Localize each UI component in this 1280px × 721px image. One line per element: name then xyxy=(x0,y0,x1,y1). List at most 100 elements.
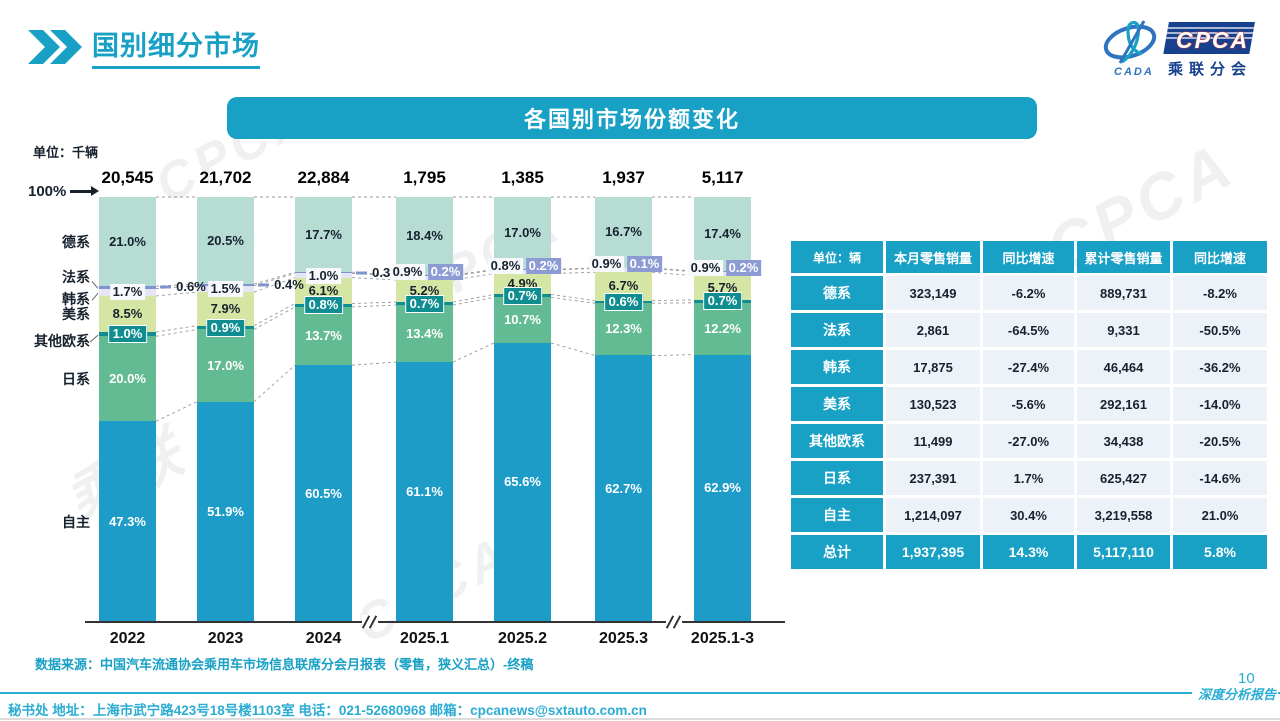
segment-label-qitaouxi: 0.8% xyxy=(303,296,344,315)
cell-zizhu-3: 21.0% xyxy=(1173,498,1267,532)
bar-2025.2 xyxy=(494,197,551,622)
total-cell-0: 1,937,395 xyxy=(886,535,980,569)
cell-zizhu-1: 30.4% xyxy=(983,498,1074,532)
segment-label-zizhu: 60.5% xyxy=(305,485,342,501)
table-corner-unit: 单位：辆 xyxy=(791,241,883,273)
segment-hanxi xyxy=(694,271,751,276)
segment-faxi xyxy=(694,270,751,272)
axis-100-label: 100% xyxy=(28,183,100,200)
category-label-rixi: 日系 xyxy=(62,370,90,387)
segment-label-rixi: 20.0% xyxy=(109,370,146,386)
segment-zizhu xyxy=(295,365,352,622)
bar-total-label: 22,884 xyxy=(297,168,350,187)
footer-rule xyxy=(0,692,1192,694)
segment-label-faxi: 0.3% xyxy=(372,264,402,280)
segment-label-rixi: 12.2% xyxy=(704,320,741,336)
segment-rixi xyxy=(396,305,453,363)
total-row-header: 总计 xyxy=(791,535,883,569)
segment-label-qitaouxi: 1.0% xyxy=(107,325,148,344)
segment-label-zizhu: 62.9% xyxy=(704,480,741,496)
x-axis-label: 2025.1 xyxy=(400,630,449,647)
total-cell-1: 14.3% xyxy=(983,535,1074,569)
bar-total-label: 1,385 xyxy=(501,168,544,187)
segment-qitaouxi xyxy=(494,294,551,298)
cell-hanxi-3: -36.2% xyxy=(1173,350,1267,384)
segment-qitaouxi xyxy=(99,331,156,337)
cell-faxi-0: 2,861 xyxy=(886,313,980,347)
bar-total-label: 1,937 xyxy=(602,168,645,187)
segment-label-rixi: 13.7% xyxy=(305,328,342,344)
column-header-1: 同比增速 xyxy=(983,241,1074,273)
cpca-watermark: CPCA xyxy=(346,525,522,655)
axis-break-icon xyxy=(665,615,682,629)
cell-meixi-0: 130,523 xyxy=(886,387,980,421)
axis-break-icon xyxy=(361,615,378,629)
segment-label-qitaouxi: 0.6% xyxy=(603,292,644,311)
footer-contact: 秘书处 地址：上海市武宁路423号18号楼1103室 电话：021-526809… xyxy=(8,703,647,718)
x-axis-label: 2024 xyxy=(305,630,342,647)
segment-label-dexi: 17.0% xyxy=(504,225,541,241)
total-cell-3: 5.8% xyxy=(1173,535,1267,569)
segment-zizhu xyxy=(494,342,551,622)
segment-zizhu xyxy=(595,355,652,622)
cell-rixi-2: 625,427 xyxy=(1077,461,1170,495)
segment-label-qitaouxi: 0.7% xyxy=(702,292,743,311)
segment-meixi xyxy=(494,273,551,295)
segment-label-meixi: 5.7% xyxy=(707,279,738,295)
segment-label-zizhu: 61.1% xyxy=(406,484,443,500)
segment-faxi xyxy=(396,275,453,277)
segment-meixi xyxy=(396,279,453,303)
segment-meixi xyxy=(197,292,254,326)
cell-qitaouxi-3: -20.5% xyxy=(1173,424,1267,458)
segment-label-meixi: 4.9% xyxy=(507,275,538,291)
cpca-swoosh-icon xyxy=(1103,20,1157,64)
cell-qitaouxi-0: 11,499 xyxy=(886,424,980,458)
segment-hanxi xyxy=(396,276,453,280)
cell-meixi-3: -14.0% xyxy=(1173,387,1267,421)
x-axis-label: 2025.3 xyxy=(599,630,648,647)
cell-faxi-2: 9,331 xyxy=(1077,313,1170,347)
segment-label-hanxi: 1.5% xyxy=(207,280,244,297)
double-chevron-icon xyxy=(28,29,82,64)
x-axis-line xyxy=(85,621,785,623)
segment-faxi xyxy=(494,269,551,271)
segment-qitaouxi xyxy=(595,300,652,304)
segment-hanxi xyxy=(494,270,551,274)
bar-total-label: 20,545 xyxy=(101,168,154,187)
logo-subtitle: 乘联分会 xyxy=(1167,60,1252,78)
column-header-2: 累计零售销量 xyxy=(1077,241,1170,273)
segment-label-qitaouxi: 0.7% xyxy=(502,286,543,305)
segment-zizhu xyxy=(197,401,254,622)
bar-2024 xyxy=(295,197,352,622)
segment-hanxi xyxy=(295,273,352,278)
cpca-logo: CADA CPCA 乘联分会 xyxy=(1100,16,1260,83)
segment-label-dexi: 21.0% xyxy=(109,233,146,249)
segment-dexi xyxy=(595,197,652,268)
segment-label-faxi: 0.1% xyxy=(626,256,663,273)
category-label-zizhu: 自主 xyxy=(62,513,90,530)
segment-rixi xyxy=(99,336,156,422)
bar-total-label: 21,702 xyxy=(199,168,252,187)
segment-meixi xyxy=(694,275,751,300)
row-header-hanxi: 韩系 xyxy=(791,350,883,384)
segment-qitaouxi xyxy=(197,325,254,330)
cell-zizhu-0: 1,214,097 xyxy=(886,498,980,532)
bar-2025.3 xyxy=(595,197,652,622)
cell-meixi-2: 292,161 xyxy=(1077,387,1170,421)
segment-label-faxi: 0.2% xyxy=(427,264,464,281)
bar-2025.1 xyxy=(396,197,453,622)
segment-label-hanxi: 0.8% xyxy=(487,257,524,274)
right-arrow-icon xyxy=(70,186,100,196)
segment-label-zizhu: 65.6% xyxy=(504,474,541,490)
cell-dexi-3: -8.2% xyxy=(1173,276,1267,310)
segment-label-faxi: 0.6% xyxy=(176,279,206,295)
bar-2022 xyxy=(99,197,156,622)
cell-faxi-1: -64.5% xyxy=(983,313,1074,347)
segment-dexi xyxy=(396,197,453,276)
segment-label-rixi: 10.7% xyxy=(504,312,541,328)
segment-rixi xyxy=(494,297,551,343)
row-header-zizhu: 自主 xyxy=(791,498,883,532)
page-title: 国别细分市场 xyxy=(92,24,260,69)
cell-hanxi-2: 46,464 xyxy=(1077,350,1170,384)
cell-faxi-3: -50.5% xyxy=(1173,313,1267,347)
